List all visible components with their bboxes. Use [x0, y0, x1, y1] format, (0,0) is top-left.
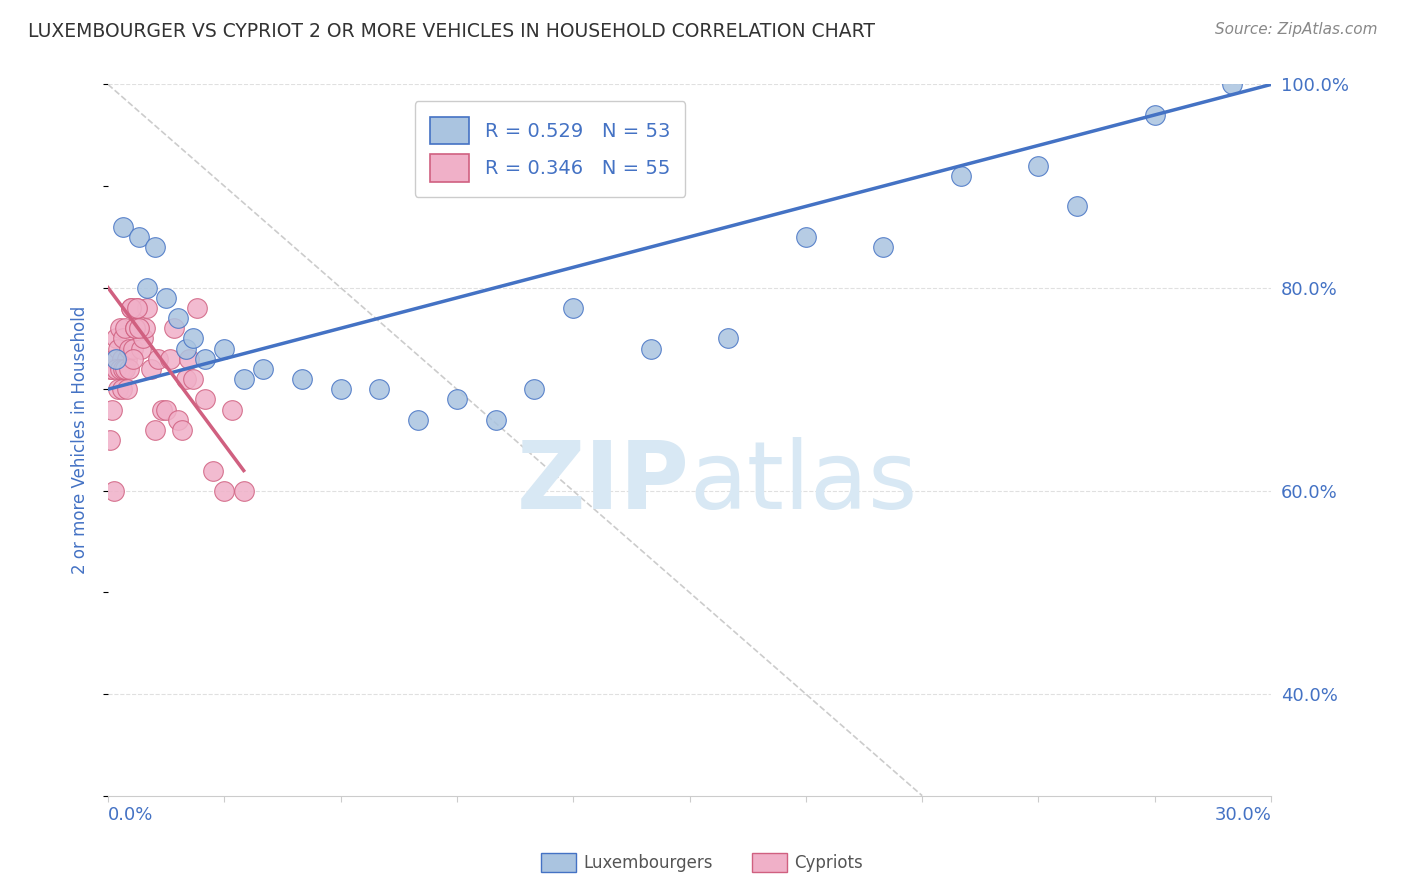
Point [122, 351, 145, 366]
Point [174, 342, 197, 356]
Point [139, 362, 162, 376]
Point [124, 321, 146, 335]
Point [112, 219, 135, 234]
Point [143, 423, 166, 437]
Point [143, 240, 166, 254]
Point [181, 331, 204, 345]
Point [368, 382, 391, 396]
Point [166, 311, 188, 326]
Point [128, 321, 150, 335]
Point [329, 382, 352, 396]
Point [110, 351, 132, 366]
Y-axis label: 2 or more Vehicles in Household: 2 or more Vehicles in Household [72, 306, 89, 574]
Text: Source: ZipAtlas.com: Source: ZipAtlas.com [1215, 22, 1378, 37]
Point [128, 321, 150, 335]
Point [135, 301, 157, 315]
Point [103, 483, 125, 498]
Point [252, 362, 274, 376]
Point [98, 362, 121, 376]
Point [214, 342, 236, 356]
Point [118, 342, 141, 356]
Point [114, 321, 136, 335]
Point [166, 413, 188, 427]
Point [108, 321, 131, 335]
Point [132, 331, 155, 345]
Point [110, 382, 132, 396]
FancyBboxPatch shape [541, 853, 576, 872]
Point [159, 351, 181, 366]
Point [104, 351, 127, 366]
Text: 0.0%: 0.0% [108, 805, 153, 824]
Point [170, 423, 193, 437]
Point [406, 413, 429, 427]
Point [640, 342, 662, 356]
Point [1220, 78, 1243, 92]
Point [194, 351, 217, 366]
Text: Luxembourgers: Luxembourgers [583, 854, 713, 871]
Point [135, 280, 157, 294]
Text: LUXEMBOURGER VS CYPRIOT 2 OR MORE VEHICLES IN HOUSEHOLD CORRELATION CHART: LUXEMBOURGER VS CYPRIOT 2 OR MORE VEHICL… [28, 22, 875, 41]
Legend: R = 0.529   N = 53, R = 0.346   N = 55: R = 0.529 N = 53, R = 0.346 N = 55 [415, 102, 686, 197]
Point [108, 362, 131, 376]
Point [174, 372, 197, 386]
Point [150, 402, 173, 417]
FancyBboxPatch shape [752, 853, 787, 872]
Point [103, 351, 125, 366]
Point [179, 351, 201, 366]
Point [134, 321, 156, 335]
Point [163, 321, 186, 335]
Point [107, 342, 129, 356]
Point [129, 342, 152, 356]
Point [949, 169, 972, 183]
Point [128, 230, 150, 244]
Point [117, 351, 139, 366]
Point [155, 291, 177, 305]
Point [118, 362, 141, 376]
Point [194, 392, 217, 407]
Text: atlas: atlas [689, 437, 918, 529]
Point [120, 301, 142, 315]
Point [181, 372, 204, 386]
Point [291, 372, 314, 386]
Point [125, 301, 148, 315]
Point [794, 230, 817, 244]
Point [104, 362, 127, 376]
Point [201, 464, 224, 478]
Point [562, 301, 585, 315]
Point [872, 240, 894, 254]
Text: 30.0%: 30.0% [1215, 805, 1271, 824]
Point [107, 382, 129, 396]
Point [446, 392, 468, 407]
Point [1028, 159, 1050, 173]
Point [1143, 108, 1166, 122]
Point [114, 362, 136, 376]
Point [186, 301, 208, 315]
Point [112, 331, 135, 345]
Point [232, 372, 254, 386]
Point [101, 362, 124, 376]
Point [523, 382, 546, 396]
Point [1066, 199, 1088, 213]
Point [104, 331, 127, 345]
Text: ZIP: ZIP [516, 437, 689, 529]
Point [122, 342, 145, 356]
Text: Cypriots: Cypriots [794, 854, 863, 871]
Point [117, 382, 139, 396]
Point [124, 321, 146, 335]
Point [98, 433, 121, 447]
Point [214, 483, 236, 498]
Point [148, 351, 170, 366]
Point [112, 362, 135, 376]
Point [485, 413, 508, 427]
Point [232, 483, 254, 498]
Point [717, 331, 740, 345]
Point [101, 402, 124, 417]
Point [155, 402, 177, 417]
Point [120, 301, 142, 315]
Point [221, 402, 243, 417]
Point [125, 301, 148, 315]
